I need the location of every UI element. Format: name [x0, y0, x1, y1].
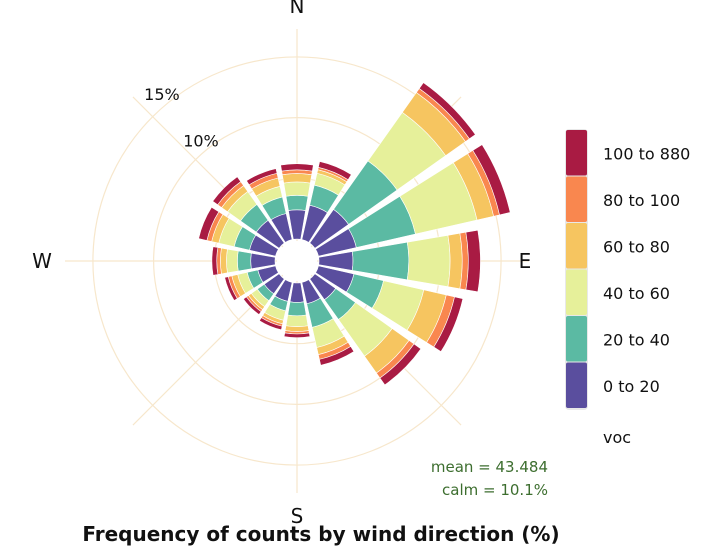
compass-label-n: N	[290, 0, 305, 18]
compass-label-e: E	[519, 249, 532, 273]
wedge-s-60-to-80	[284, 325, 310, 332]
wedge-sse-100-to-880	[319, 345, 355, 366]
wedge-ene-100-to-880	[472, 144, 511, 216]
wedge-e-20-to-40	[351, 241, 410, 281]
wedge-w-60-to-80	[220, 247, 228, 275]
legend-label: 100 to 880	[603, 144, 690, 163]
compass-label-w: W	[32, 249, 52, 273]
legend-swatch-80-to-100	[566, 176, 587, 222]
legend-label: 60 to 80	[603, 237, 670, 256]
calm-center	[277, 241, 317, 281]
wedge-wsw-100-to-880	[224, 276, 238, 301]
wind-rose-wedges	[198, 82, 511, 386]
legend-swatch-100-to-880	[566, 130, 587, 176]
wedge-nne-100-to-880	[317, 161, 352, 181]
wedge-e-100-to-880	[465, 229, 481, 293]
calm-annotation: calm = 10.1%	[442, 481, 548, 499]
compass-label-s: S	[291, 504, 304, 528]
wedge-w-20-to-40	[237, 250, 252, 272]
wedge-n-20-to-40	[285, 195, 309, 211]
wedge-s-0-to-20	[289, 282, 305, 303]
radial-tick-label: 15%	[144, 85, 180, 104]
compass-labels: N E S W	[32, 0, 531, 528]
wedge-w-0-to-20	[250, 252, 276, 270]
wedge-n-40-to-60	[283, 181, 311, 197]
legend-swatch-0-to-20	[566, 362, 587, 408]
wedge-e-60-to-80	[447, 232, 463, 290]
wedge-nw-100-to-880	[212, 176, 242, 206]
legend-swatch-20-to-40	[566, 316, 587, 362]
legend: 100 to 880 80 to 100 60 to 80 40 to 60 20 to…	[565, 129, 690, 447]
wedge-w-100-to-880	[211, 246, 219, 276]
mean-annotation: mean = 43.484	[431, 458, 548, 476]
wedge-n-100-to-880	[280, 163, 314, 172]
chart-title: Frequency of counts by wind direction (%…	[82, 522, 559, 546]
legend-label: 0 to 20	[603, 377, 660, 396]
wedge-s-20-to-40	[287, 301, 307, 317]
wedge-ne-100-to-880	[418, 82, 476, 140]
wedge-ssw-100-to-880	[259, 317, 283, 331]
wedge-s-100-to-880	[283, 332, 311, 338]
wedge-nnw-100-to-880	[246, 168, 278, 186]
radial-tick-label: 10%	[183, 132, 219, 151]
wedge-wnw-100-to-880	[198, 206, 220, 241]
legend-title: voc	[603, 428, 631, 447]
wedge-ese-100-to-880	[433, 296, 464, 352]
legend-swatch-60-to-80	[566, 223, 587, 269]
wedge-sw-100-to-880	[242, 296, 262, 316]
wedge-e-40-to-60	[406, 234, 451, 288]
legend-swatch-40-to-60	[566, 269, 587, 315]
wedge-se-100-to-880	[379, 343, 422, 386]
wedge-w-40-to-60	[226, 248, 239, 274]
legend-label: 40 to 60	[603, 284, 670, 303]
wedge-s-40-to-60	[285, 314, 309, 327]
wedge-n-60-to-80	[281, 173, 313, 184]
radial-tick-labels: 10% 15%	[144, 85, 219, 150]
legend-label: 80 to 100	[603, 191, 680, 210]
legend-label: 20 to 40	[603, 330, 670, 349]
